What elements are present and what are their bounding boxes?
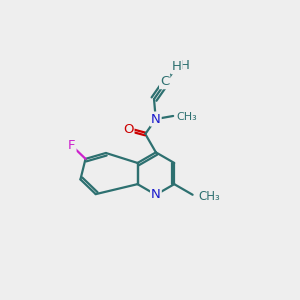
Text: H: H [172, 60, 182, 73]
Text: O: O [123, 123, 134, 136]
Text: N: N [151, 112, 160, 125]
Text: CH₃: CH₃ [177, 112, 197, 122]
Text: N: N [151, 188, 161, 201]
Text: CH₃: CH₃ [198, 190, 220, 203]
Text: F: F [68, 139, 76, 152]
Text: H: H [180, 59, 190, 72]
Text: C: C [160, 75, 169, 88]
